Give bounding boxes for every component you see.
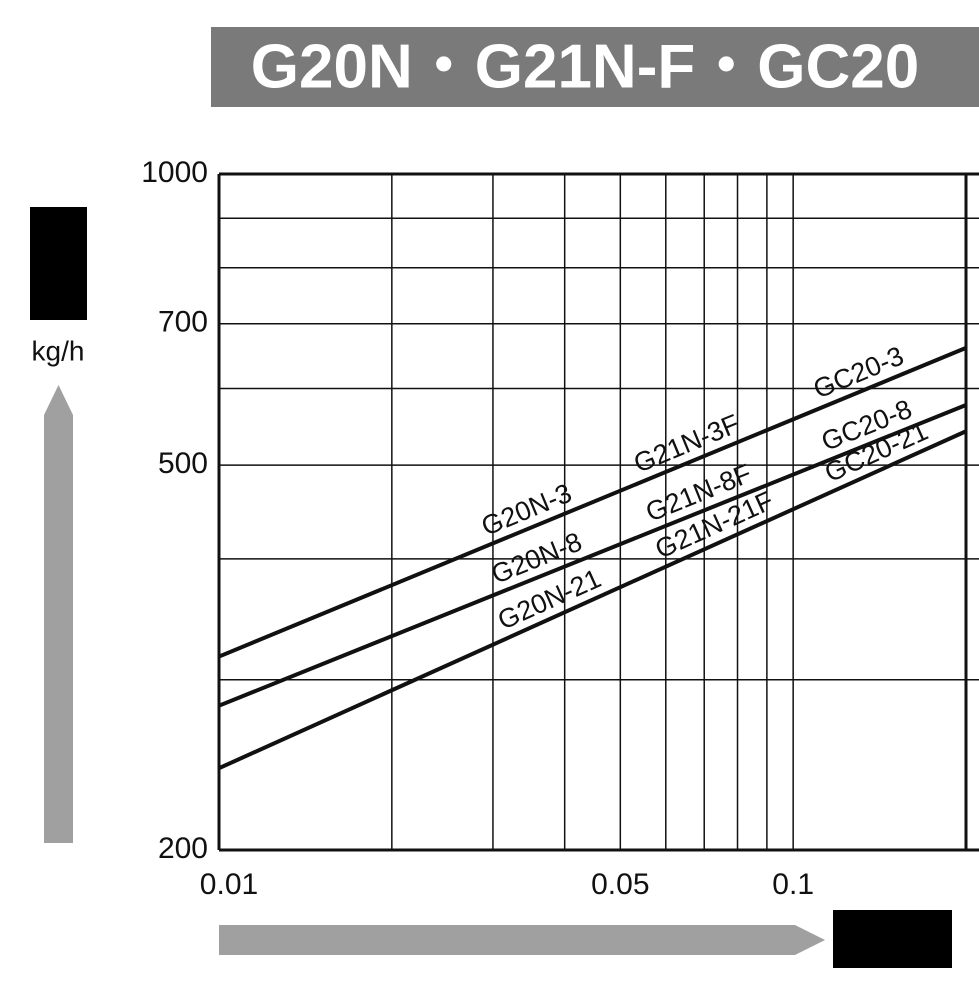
y-tick-label: 1000: [141, 156, 208, 189]
line-label: GC20-3: [809, 341, 908, 405]
chart-title: G20N・G21N-F・GC20: [251, 32, 919, 101]
x-tick-label: 0.1: [772, 868, 814, 901]
y-tick-label: 500: [158, 447, 208, 480]
y-tick-label: 700: [158, 306, 208, 339]
y-tick-label: 200: [158, 832, 208, 865]
data-line: [218, 346, 967, 659]
x-tick-label: 0.05: [591, 868, 649, 901]
redacted-box: [30, 207, 87, 320]
data-line: [218, 429, 967, 771]
title-band: [211, 27, 979, 107]
y-arrow: [44, 385, 73, 843]
redacted-box: [833, 910, 952, 968]
y-axis-label: kg/h: [32, 335, 85, 366]
x-tick-label: 0.01: [200, 868, 258, 901]
x-arrow: [219, 925, 825, 955]
data-line: [218, 403, 967, 708]
